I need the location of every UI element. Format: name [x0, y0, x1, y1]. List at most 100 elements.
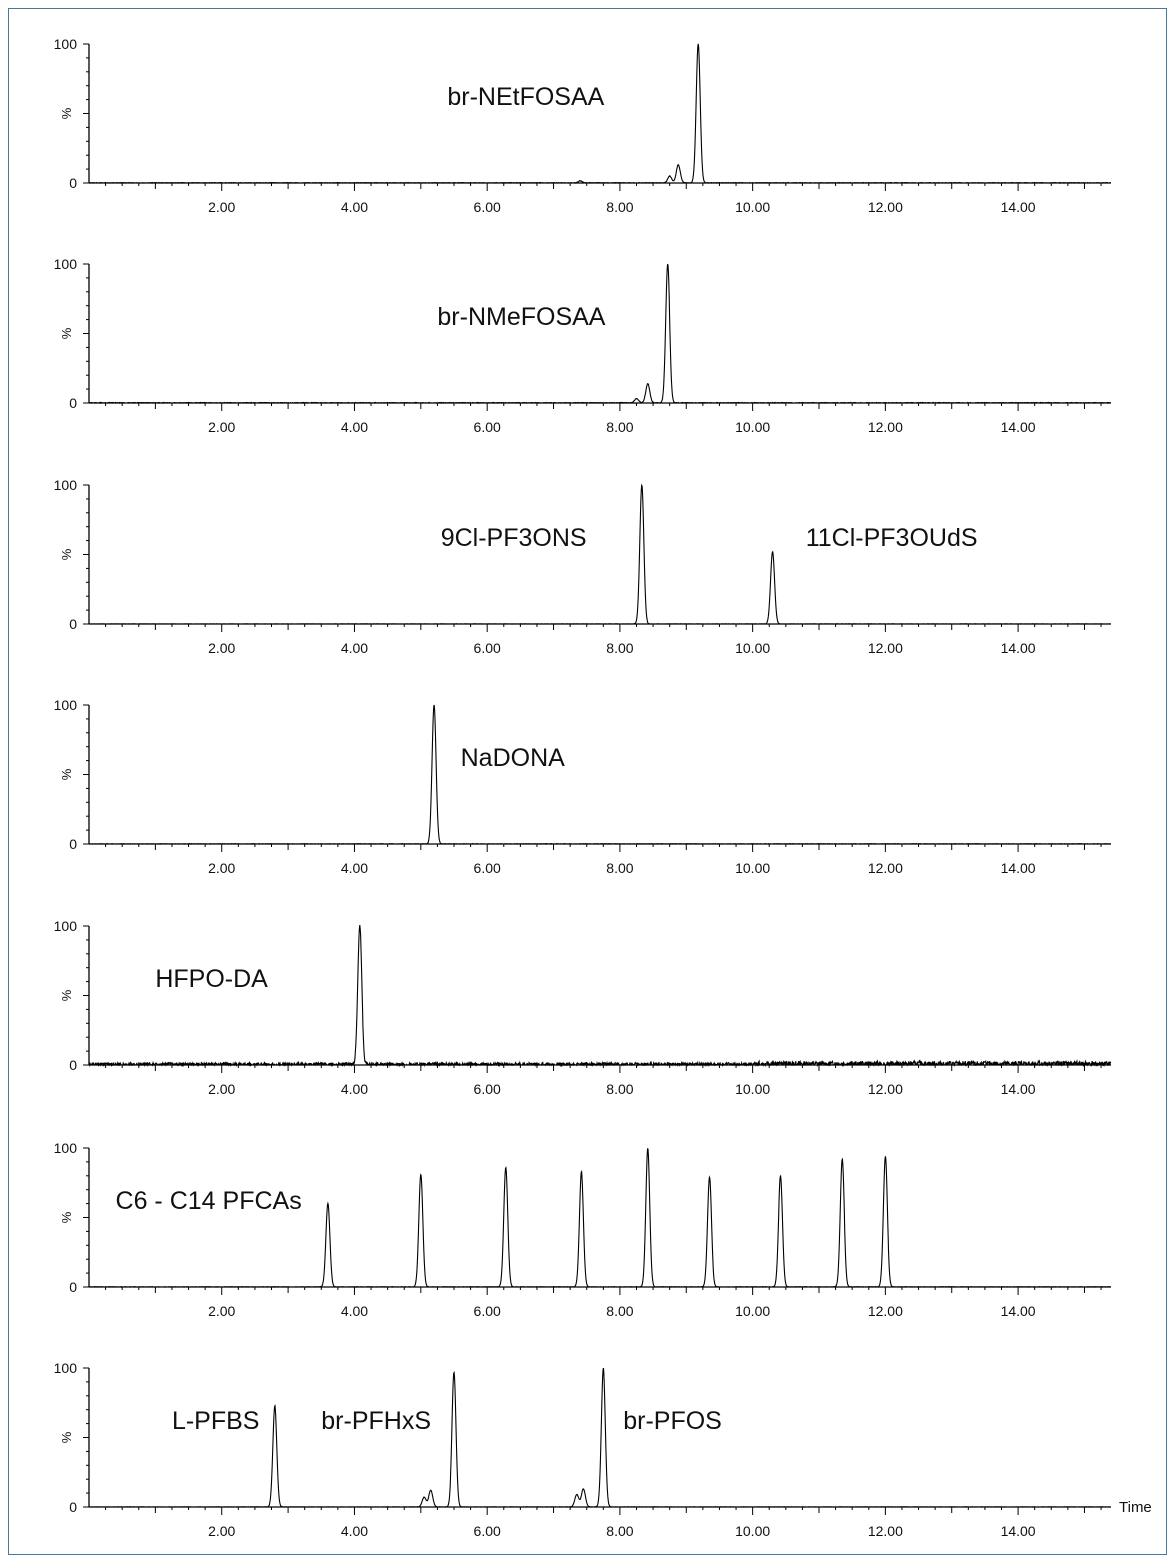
peak-marker [678, 164, 679, 165]
compound-label: 11Cl-PF3OUdS [806, 524, 978, 552]
x-tick-label: 4.00 [341, 640, 368, 656]
x-tick-label: 8.00 [606, 199, 633, 215]
y-tick-label: 0 [69, 616, 77, 632]
y-tick-label: 100 [54, 477, 78, 493]
compound-label: C6 - C14 PFCAs [116, 1187, 302, 1215]
x-tick-label: 14.00 [1001, 1303, 1036, 1319]
x-tick-label: 12.00 [868, 860, 903, 876]
y-tick-label: 100 [54, 1140, 78, 1156]
y-axis-label: % [59, 107, 74, 119]
x-tick-label: 12.00 [868, 419, 903, 435]
x-tick-label: 10.00 [735, 860, 770, 876]
peak-marker [454, 1372, 455, 1373]
y-axis-label: % [59, 548, 74, 560]
chromatogram-trace [89, 1148, 1111, 1288]
x-tick-label: 12.00 [868, 1303, 903, 1319]
x-tick-label: 12.00 [868, 640, 903, 656]
peak-marker [603, 1368, 604, 1369]
peak-marker [424, 1497, 425, 1498]
x-tick-label: 10.00 [735, 199, 770, 215]
compound-label: NaDONA [461, 744, 566, 772]
peak-marker [669, 176, 670, 177]
x-tick-label: 6.00 [474, 199, 501, 215]
chromatogram-trace [88, 1367, 1111, 1508]
x-tick-label: 12.00 [868, 1081, 903, 1097]
x-tick-label: 8.00 [606, 1081, 633, 1097]
peak-marker [420, 1174, 421, 1175]
y-axis-label: % [59, 989, 74, 1001]
x-tick-label: 4.00 [341, 419, 368, 435]
x-tick-label: 10.00 [735, 640, 770, 656]
x-tick-label: 2.00 [208, 640, 235, 656]
peak-marker [576, 1494, 577, 1495]
x-tick-label: 4.00 [341, 860, 368, 876]
x-tick-label: 12.00 [868, 199, 903, 215]
x-tick-label: 8.00 [606, 1523, 633, 1539]
peak-marker [434, 705, 435, 706]
chromatogram-trace [88, 704, 1111, 845]
peak-marker [580, 180, 581, 181]
chromatogram-trace [88, 925, 1112, 1068]
x-tick-label: 4.00 [341, 1081, 368, 1097]
x-tick-label: 14.00 [1001, 419, 1036, 435]
chart-frame [8, 8, 1167, 1555]
x-tick-label: 6.00 [474, 640, 501, 656]
chromatogram-trace [88, 263, 1111, 404]
compound-label: L-PFBS [172, 1407, 260, 1435]
x-tick-label: 10.00 [735, 419, 770, 435]
y-tick-label: 100 [54, 697, 78, 713]
y-tick-label: 0 [69, 1057, 77, 1073]
y-tick-label: 0 [69, 1499, 77, 1515]
x-tick-label: 4.00 [341, 199, 368, 215]
chromatogram-trace [88, 483, 1111, 625]
peak-marker [698, 44, 699, 45]
x-tick-label: 2.00 [208, 1081, 235, 1097]
peak-marker [842, 1159, 843, 1160]
x-tick-label: 2.00 [208, 1303, 235, 1319]
x-tick-label: 4.00 [341, 1523, 368, 1539]
peak-marker [885, 1156, 886, 1157]
x-axis-label: Time [1119, 1499, 1152, 1516]
peak-marker [505, 1167, 506, 1168]
y-tick-label: 0 [69, 1279, 77, 1295]
x-tick-label: 6.00 [474, 1081, 501, 1097]
x-tick-label: 6.00 [474, 1523, 501, 1539]
y-tick-label: 100 [54, 36, 78, 52]
peak-marker [647, 383, 648, 384]
peak-marker [647, 1148, 648, 1149]
peak-marker [667, 264, 668, 265]
x-tick-label: 4.00 [341, 1303, 368, 1319]
peak-marker [780, 1175, 781, 1176]
peak-marker [709, 1177, 710, 1178]
compound-label: br-PFOS [623, 1407, 722, 1435]
peak-marker [430, 1490, 431, 1491]
x-tick-label: 10.00 [735, 1081, 770, 1097]
peak-marker [636, 398, 637, 399]
chromatogram-trace [89, 43, 1111, 184]
peak-marker [327, 1203, 328, 1204]
x-tick-label: 14.00 [1001, 1523, 1036, 1539]
x-tick-label: 2.00 [208, 860, 235, 876]
x-tick-label: 8.00 [606, 1303, 633, 1319]
x-tick-label: 14.00 [1001, 860, 1036, 876]
x-tick-label: 12.00 [868, 1523, 903, 1539]
peak-marker [583, 1488, 584, 1489]
compound-label: HFPO-DA [155, 965, 268, 993]
peak-marker [274, 1405, 275, 1406]
peak-marker [772, 551, 773, 552]
x-tick-label: 8.00 [606, 640, 633, 656]
peak-marker [641, 485, 642, 486]
y-tick-label: 0 [69, 395, 77, 411]
x-tick-label: 10.00 [735, 1523, 770, 1539]
compound-label: br-NMeFOSAA [437, 303, 605, 331]
x-tick-label: 6.00 [474, 419, 501, 435]
y-axis-label: % [59, 1431, 74, 1443]
x-tick-label: 8.00 [606, 860, 633, 876]
x-tick-label: 14.00 [1001, 640, 1036, 656]
y-axis-label: % [59, 327, 74, 339]
x-tick-label: 14.00 [1001, 1081, 1036, 1097]
y-tick-label: 100 [54, 256, 78, 272]
y-axis-label: % [59, 768, 74, 780]
y-tick-label: 0 [69, 175, 77, 191]
